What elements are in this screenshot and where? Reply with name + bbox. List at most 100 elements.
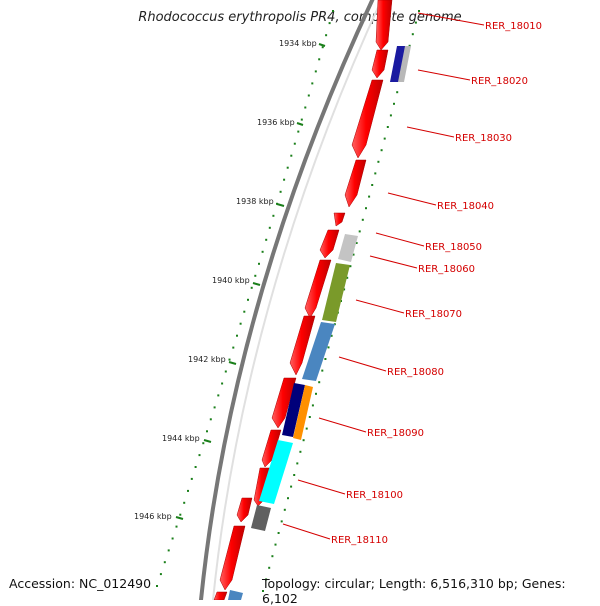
gene-arrow-18110b[interactable] [219, 525, 246, 591]
scale-dot [268, 566, 271, 569]
scale-dot [365, 207, 367, 210]
gene-arrow-18050[interactable] [333, 212, 346, 227]
gene-arrow-18100a[interactable] [261, 429, 282, 468]
scale-dot [262, 590, 264, 592]
scale-dot [250, 286, 253, 289]
tick-1940 [252, 282, 261, 286]
scale-dot [190, 477, 193, 480]
gene-label-18060[interactable]: RER_18060 [418, 264, 475, 275]
leader-18070 [355, 299, 405, 314]
gene-label-18010[interactable]: RER_18010 [485, 21, 542, 32]
scale-dot [305, 427, 308, 430]
leader-18040 [387, 192, 437, 206]
scale-dot [307, 94, 310, 97]
scale-dot [265, 578, 268, 581]
scale-dot [247, 298, 249, 301]
scale-dot [386, 126, 389, 128]
scale-dot [276, 202, 278, 205]
cog-bar-navy-2 [282, 383, 305, 437]
kbp-ticks [175, 43, 326, 520]
leader-18090 [318, 417, 367, 433]
scale-dot [393, 102, 395, 105]
gene-label-18080[interactable]: RER_18080 [387, 367, 444, 378]
scale-dot [332, 10, 334, 12]
tick-label-1944: 1944 kbp [162, 434, 200, 443]
scale-dot [272, 214, 275, 217]
scale-dot [277, 532, 280, 534]
scale-dot [213, 406, 216, 409]
scale-dot [418, 10, 420, 12]
cog-bar-navy-1 [390, 46, 405, 82]
scale-dot [302, 439, 305, 442]
scale-dot [236, 334, 238, 337]
scale-dots-outer [156, 10, 334, 587]
leader-18020 [417, 69, 471, 81]
cog-bar-gray-2 [338, 234, 358, 262]
tick-label-1934: 1934 kbp [279, 39, 317, 48]
scale-dot [352, 253, 355, 256]
cog-bar-steel-1 [302, 322, 335, 381]
tick-1946 [175, 516, 184, 520]
backbone-ring [199, 0, 375, 600]
scale-dot [280, 520, 283, 523]
leader-18010 [417, 12, 485, 26]
scale-dot [408, 44, 411, 47]
gene-arrow-18040[interactable] [344, 159, 367, 208]
scale-dot [290, 485, 293, 488]
scale-dot [232, 346, 235, 349]
scale-dot [271, 555, 274, 558]
scale-dot [371, 184, 374, 186]
gene-arrow-18090[interactable] [271, 377, 297, 429]
topology-summary: Topology: circular; Length: 6,516,310 bp… [262, 576, 566, 606]
scale-dot [355, 242, 358, 244]
scale-dot [254, 274, 257, 277]
gene-arrow-18020[interactable] [371, 49, 389, 79]
scale-dot [380, 149, 383, 152]
kbp-labels: 1934 kbp 1936 kbp 1938 kbp 1940 kbp 1942… [134, 39, 317, 521]
scale-dot [314, 70, 317, 73]
scale-dot [311, 82, 314, 85]
backbone-ring-inner [212, 0, 383, 600]
gene-arrow-18010[interactable] [375, 0, 393, 51]
scale-dot [297, 130, 300, 133]
scale-dot [346, 276, 349, 279]
forward-genes [213, 0, 393, 600]
scale-dot [209, 418, 212, 421]
cog-bar-dark [251, 505, 271, 531]
gene-arrow-18030[interactable] [351, 79, 384, 159]
scale-dot [283, 508, 286, 511]
gene-label-18100[interactable]: RER_18100 [346, 490, 403, 501]
scale-dot [324, 358, 327, 360]
gene-label-18110[interactable]: RER_18110 [331, 535, 388, 546]
scale-dot [300, 118, 303, 121]
gene-arrow-18070[interactable] [304, 259, 332, 319]
scale-dot [414, 21, 417, 24]
tick-1934 [318, 43, 326, 47]
gene-label-18090[interactable]: RER_18090 [367, 428, 424, 439]
cog-bar-steel-2 [228, 590, 243, 600]
scale-dot [396, 91, 399, 94]
scale-dot [287, 497, 289, 500]
tick-1942 [228, 361, 237, 365]
accession-text: Accession: NC_012490 [9, 576, 152, 591]
tick-label-1938: 1938 kbp [236, 197, 274, 206]
scale-dot [243, 310, 246, 313]
scale-dot [343, 288, 346, 291]
gene-arrow-18060[interactable] [319, 229, 340, 259]
scale-dot [221, 382, 224, 385]
gene-arrow-18080[interactable] [289, 315, 316, 376]
scale-dot [171, 537, 174, 540]
gene-label-18020[interactable]: RER_18020 [471, 76, 528, 87]
gene-arrow-18120[interactable] [213, 591, 228, 600]
gene-arrow-18110a[interactable] [236, 497, 253, 523]
scale-dot [304, 106, 307, 109]
tick-label-1946: 1946 kbp [134, 512, 172, 521]
gene-label-18030[interactable]: RER_18030 [455, 133, 512, 144]
scale-dot [377, 160, 380, 163]
gene-label-18070[interactable]: RER_18070 [405, 309, 462, 320]
gene-label-18050[interactable]: RER_18050 [425, 242, 482, 253]
gene-arrow-18100b[interactable] [253, 467, 271, 507]
scale-dot [159, 573, 162, 576]
gene-label-18040[interactable]: RER_18040 [437, 201, 494, 212]
